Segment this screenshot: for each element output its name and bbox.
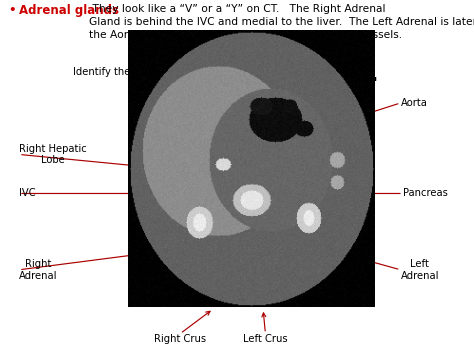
Text: Left Crus: Left Crus xyxy=(243,334,288,344)
Text: Right
Adrenal: Right Adrenal xyxy=(19,259,57,280)
Text: Adrenal glands: Adrenal glands xyxy=(19,4,119,17)
Bar xyxy=(128,30,374,307)
Text: •: • xyxy=(9,4,16,17)
Text: Right Hepatic
Lobe: Right Hepatic Lobe xyxy=(19,144,87,165)
Text: Aorta: Aorta xyxy=(401,98,428,108)
Text: They look like a “V” or a “Y” on CT.   The Right Adrenal
Gland is behind the IVC: They look like a “V” or a “Y” on CT. The… xyxy=(89,4,474,40)
Text: IVC: IVC xyxy=(19,189,36,198)
Text: Left click for answers.: Left click for answers. xyxy=(135,66,378,85)
Text: Right Crus: Right Crus xyxy=(154,334,206,344)
Text: Identify the adrenal glands and other structures.: Identify the adrenal glands and other st… xyxy=(73,67,317,77)
Text: Left
Adrenal: Left Adrenal xyxy=(401,259,439,280)
Text: Pancreas: Pancreas xyxy=(403,189,448,198)
